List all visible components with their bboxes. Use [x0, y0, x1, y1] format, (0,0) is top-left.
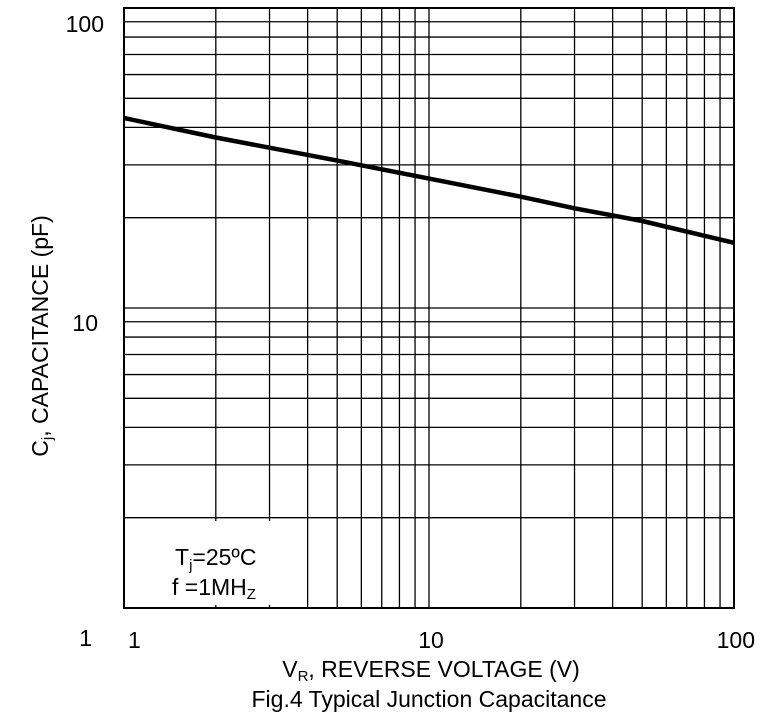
- x-axis-label: VR, REVERSE VOLTAGE (V): [282, 656, 580, 685]
- y-tick-label: 10: [72, 310, 98, 336]
- grid: [124, 7, 735, 608]
- condition-frequency: f =1MHZ: [172, 574, 256, 603]
- capacitance-curve: [123, 115, 735, 245]
- y-tick-label: 1: [79, 625, 92, 651]
- y-tick-label: 100: [66, 11, 104, 37]
- x-tick-label: 10: [418, 627, 444, 653]
- x-tick-label: 100: [717, 627, 755, 653]
- condition-box: [150, 521, 304, 605]
- x-tick-label: 1: [128, 627, 141, 653]
- y-axis-label: Cj, CAPACITANCE (pF): [27, 215, 56, 456]
- plot-border: [123, 7, 735, 609]
- chart-title: Fig.4 Typical Junction Capacitance: [252, 686, 607, 712]
- condition-temperature: Tj=25ºC: [175, 544, 256, 574]
- series-layer: [123, 115, 735, 245]
